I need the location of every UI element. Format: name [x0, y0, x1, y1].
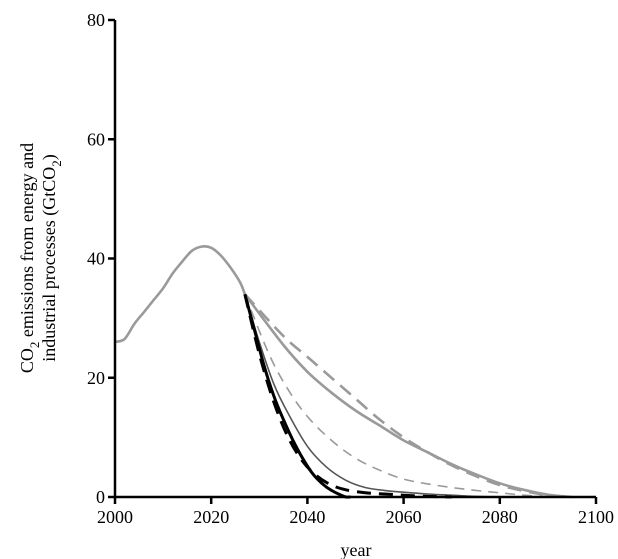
y-axis-label-line2: industrial processes (GtCO2)	[39, 154, 64, 361]
scenario-line-3	[244, 294, 548, 498]
scenario-line-6	[243, 293, 351, 499]
y-tick-label: 0	[96, 487, 105, 507]
scenario-line-5	[243, 293, 452, 499]
x-axis-label: year	[341, 540, 372, 559]
x-ticks: 2000 2020 2040 2060 2080 2100	[97, 497, 614, 527]
y-tick-label: 80	[87, 10, 105, 30]
scenario-line-2	[243, 293, 573, 499]
x-tick-label: 2080	[482, 507, 518, 527]
y-tick-label: 20	[87, 368, 105, 388]
x-tick-label: 2100	[578, 507, 614, 527]
x-tick-label: 2060	[386, 507, 422, 527]
y-tick-label: 60	[87, 129, 105, 149]
historical-emissions-line	[114, 245, 247, 344]
y-ticks: 0 20 40 60 80	[87, 10, 115, 507]
y-axis-label: CO2 emissions from energy and industrial…	[17, 143, 64, 373]
x-tick-label: 2020	[193, 507, 229, 527]
scenario-line-1	[243, 293, 573, 499]
y-axis-label-line1: CO2 emissions from energy and	[17, 143, 42, 373]
plot-lines	[114, 245, 573, 499]
x-tick-label: 2000	[97, 507, 133, 527]
x-tick-label: 2040	[289, 507, 325, 527]
scenario-line-4	[244, 294, 500, 498]
y-tick-label: 40	[87, 249, 105, 269]
